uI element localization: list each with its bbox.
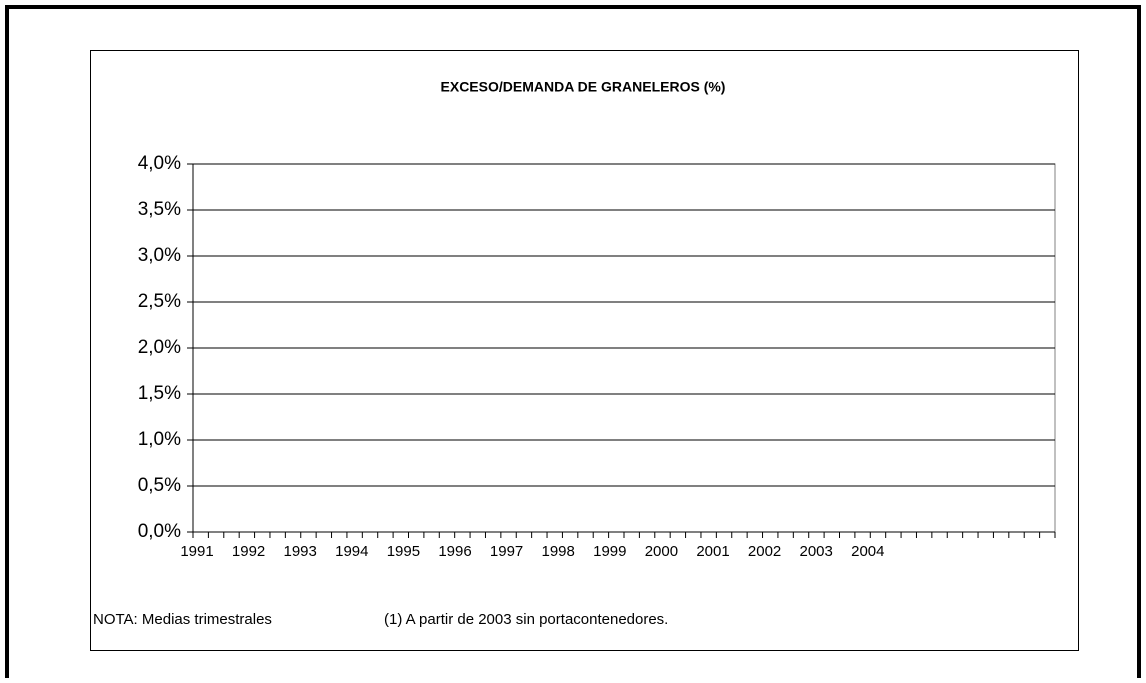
chart-title: EXCESO/DEMANDA DE GRANELEROS (%) <box>441 79 726 95</box>
y-tick-label: 2,0% <box>138 337 181 358</box>
x-tick-label: 2000 <box>645 543 678 560</box>
x-tick-label: 1997 <box>490 543 523 560</box>
y-tick-label: 1,5% <box>138 383 181 404</box>
x-tick-label: 1992 <box>232 543 265 560</box>
y-tick-label: 0,5% <box>138 475 181 496</box>
x-tick-label: 1999 <box>593 543 626 560</box>
outer-border <box>5 5 1141 678</box>
x-tick-label: 2001 <box>696 543 729 560</box>
note: (1) A partir de 2003 sin portacontenedor… <box>384 611 668 628</box>
y-tick-label: 0,0% <box>138 521 181 542</box>
x-tick-label: 1994 <box>335 543 368 560</box>
note: NOTA: Medias trimestrales <box>93 611 272 628</box>
x-tick-label: 1993 <box>284 543 317 560</box>
x-tick-label: 1996 <box>438 543 471 560</box>
y-tick-label: 4,0% <box>138 153 181 174</box>
x-tick-label: 1995 <box>387 543 420 560</box>
x-tick-label: 1991 <box>180 543 213 560</box>
y-tick-label: 2,5% <box>138 291 181 312</box>
y-tick-label: 1,0% <box>138 429 181 450</box>
x-tick-label: 1998 <box>542 543 575 560</box>
x-tick-label: 2004 <box>851 543 884 560</box>
x-tick-label: 2002 <box>748 543 781 560</box>
y-tick-label: 3,5% <box>138 199 181 220</box>
x-tick-label: 2003 <box>800 543 833 560</box>
y-tick-label: 3,0% <box>138 245 181 266</box>
